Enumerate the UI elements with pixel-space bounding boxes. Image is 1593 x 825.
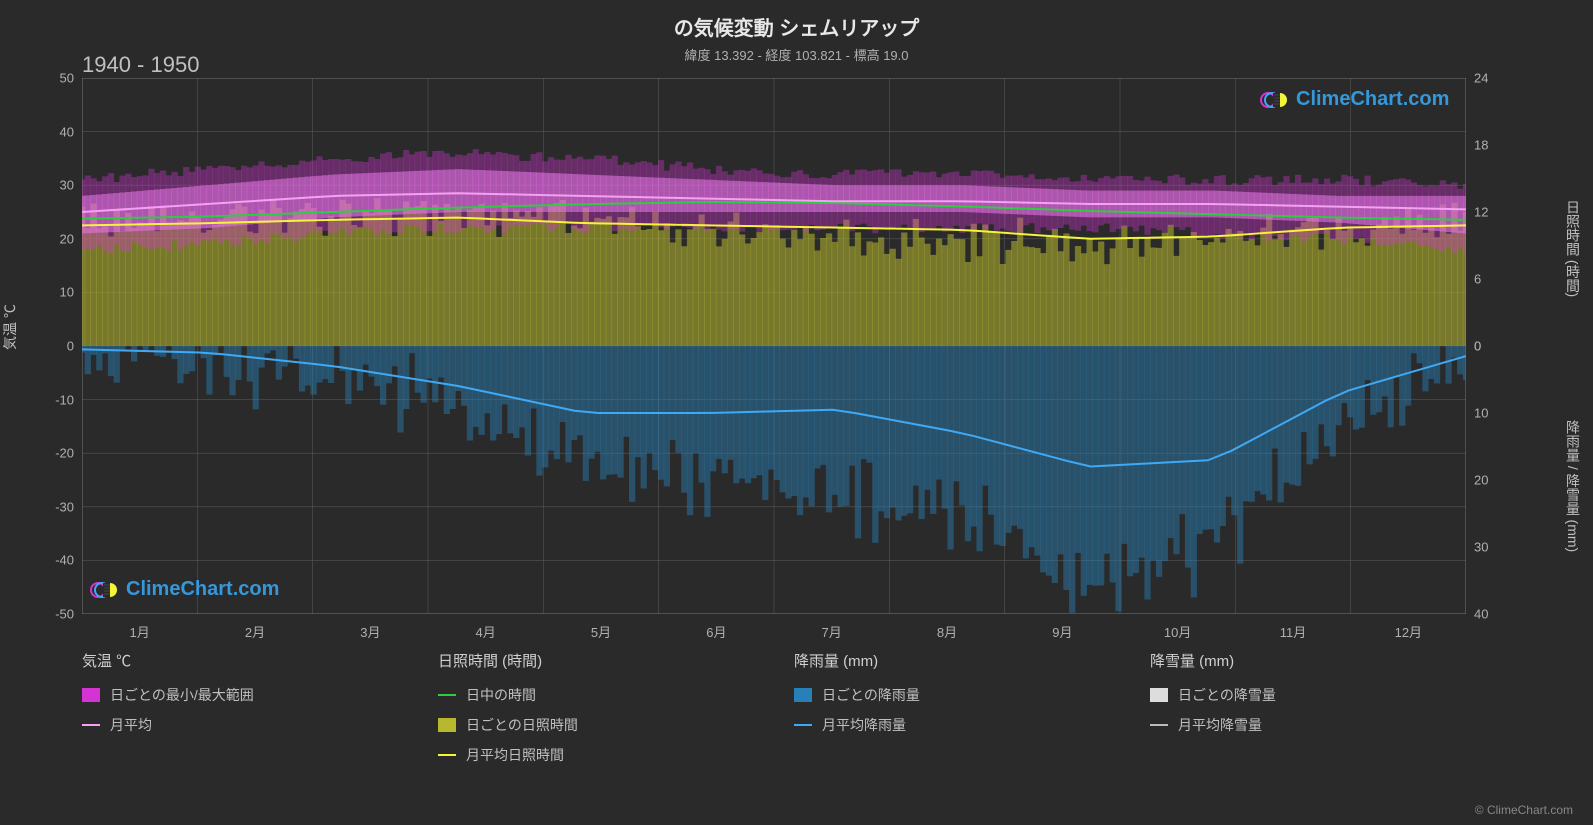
y-tick-right-top: 24 — [1474, 71, 1488, 86]
legend-label: 月平均日照時間 — [466, 745, 564, 765]
y-tick-right-bottom: 30 — [1474, 540, 1488, 555]
legend-label: 日ごとの降雪量 — [1178, 685, 1276, 705]
x-tick: 10月 — [1164, 622, 1191, 641]
credit: © ClimeChart.com — [1475, 803, 1573, 817]
chart-subtitle: 緯度 13.392 - 経度 103.821 - 標高 19.0 — [0, 41, 1593, 64]
plot-area: -50-40-30-20-100102030405006121824010203… — [82, 78, 1466, 614]
legend-title: 降雨量 (mm) — [794, 650, 1110, 671]
x-tick: 11月 — [1280, 622, 1307, 641]
legend-item: 月平均降雨量 — [794, 715, 1110, 735]
x-tick: 6月 — [706, 622, 726, 641]
y-tick-left: 30 — [60, 178, 74, 193]
legend-swatch — [82, 724, 100, 726]
x-tick: 4月 — [476, 622, 496, 641]
legend-label: 月平均降雨量 — [822, 715, 906, 735]
legend-item: 月平均降雪量 — [1150, 715, 1466, 735]
legend-item: 月平均 — [82, 715, 398, 735]
y-tick-left: -10 — [55, 392, 74, 407]
watermark-top: ClimeChart.com — [1260, 88, 1449, 111]
legend-label: 月平均降雪量 — [1178, 715, 1262, 735]
legend-swatch — [438, 718, 456, 732]
y-tick-left: -40 — [55, 553, 74, 568]
x-tick: 7月 — [822, 622, 842, 641]
legend: 気温 ℃ 日ごとの最小/最大範囲月平均 日照時間 (時間) 日中の時間日ごとの日照時間… — [82, 650, 1466, 775]
y-tick-right-bottom: 20 — [1474, 473, 1488, 488]
watermark-icon — [1260, 90, 1290, 110]
y-tick-left: 0 — [67, 339, 74, 354]
y-tick-left: 40 — [60, 124, 74, 139]
y-tick-right-bottom: 0 — [1474, 339, 1481, 354]
legend-column: 気温 ℃ 日ごとの最小/最大範囲月平均 — [82, 650, 398, 775]
y-tick-left: -20 — [55, 446, 74, 461]
legend-item: 月平均日照時間 — [438, 745, 754, 765]
legend-swatch — [1150, 724, 1168, 726]
y-tick-right-top: 6 — [1474, 272, 1481, 287]
x-tick: 8月 — [937, 622, 957, 641]
legend-swatch — [438, 694, 456, 696]
legend-swatch — [1150, 688, 1168, 702]
y-axis-label-right-top: 日照時間 (時間) — [1563, 200, 1583, 297]
y-axis-label-left: 気温 ℃ — [0, 304, 20, 350]
y-axis-label-right-bottom: 降雨量 / 降雪量 (mm) — [1563, 420, 1583, 552]
x-tick: 1月 — [130, 622, 150, 641]
legend-item: 日中の時間 — [438, 685, 754, 705]
legend-column: 降雪量 (mm) 日ごとの降雪量月平均降雪量 — [1150, 650, 1466, 775]
watermark-text: ClimeChart.com — [1296, 88, 1449, 111]
legend-title: 日照時間 (時間) — [438, 650, 754, 671]
legend-item: 日ごとの降雨量 — [794, 685, 1110, 705]
watermark-icon — [90, 580, 120, 600]
y-tick-left: -30 — [55, 499, 74, 514]
legend-title: 降雪量 (mm) — [1150, 650, 1466, 671]
y-tick-right-bottom: 40 — [1474, 607, 1488, 622]
legend-column: 降雨量 (mm) 日ごとの降雨量月平均降雨量 — [794, 650, 1110, 775]
plot-svg — [82, 78, 1466, 614]
climate-chart: の気候変動 シェムリアップ 緯度 13.392 - 経度 103.821 - 標… — [0, 0, 1593, 825]
legend-swatch — [438, 754, 456, 756]
watermark-bottom: ClimeChart.com — [90, 578, 279, 601]
y-tick-right-top: 18 — [1474, 138, 1488, 153]
legend-title: 気温 ℃ — [82, 650, 398, 671]
legend-label: 日ごとの最小/最大範囲 — [110, 685, 254, 705]
legend-label: 日ごとの日照時間 — [466, 715, 578, 735]
y-tick-right-top: 12 — [1474, 205, 1488, 220]
legend-swatch — [794, 724, 812, 726]
y-tick-left: -50 — [55, 607, 74, 622]
x-tick: 3月 — [360, 622, 380, 641]
x-tick: 9月 — [1052, 622, 1072, 641]
chart-title: の気候変動 シェムリアップ — [0, 0, 1593, 41]
x-tick: 2月 — [245, 622, 265, 641]
legend-column: 日照時間 (時間) 日中の時間日ごとの日照時間月平均日照時間 — [438, 650, 754, 775]
y-tick-left: 10 — [60, 285, 74, 300]
y-tick-left: 50 — [60, 71, 74, 86]
legend-label: 月平均 — [110, 715, 152, 735]
year-range: 1940 - 1950 — [82, 52, 199, 78]
x-tick: 5月 — [591, 622, 611, 641]
legend-swatch — [794, 688, 812, 702]
legend-item: 日ごとの最小/最大範囲 — [82, 685, 398, 705]
legend-item: 日ごとの降雪量 — [1150, 685, 1466, 705]
legend-item: 日ごとの日照時間 — [438, 715, 754, 735]
x-tick: 12月 — [1395, 622, 1422, 641]
legend-swatch — [82, 688, 100, 702]
y-tick-left: 20 — [60, 231, 74, 246]
legend-label: 日中の時間 — [466, 685, 536, 705]
y-tick-right-bottom: 10 — [1474, 406, 1488, 421]
watermark-text: ClimeChart.com — [126, 578, 279, 601]
legend-label: 日ごとの降雨量 — [822, 685, 920, 705]
